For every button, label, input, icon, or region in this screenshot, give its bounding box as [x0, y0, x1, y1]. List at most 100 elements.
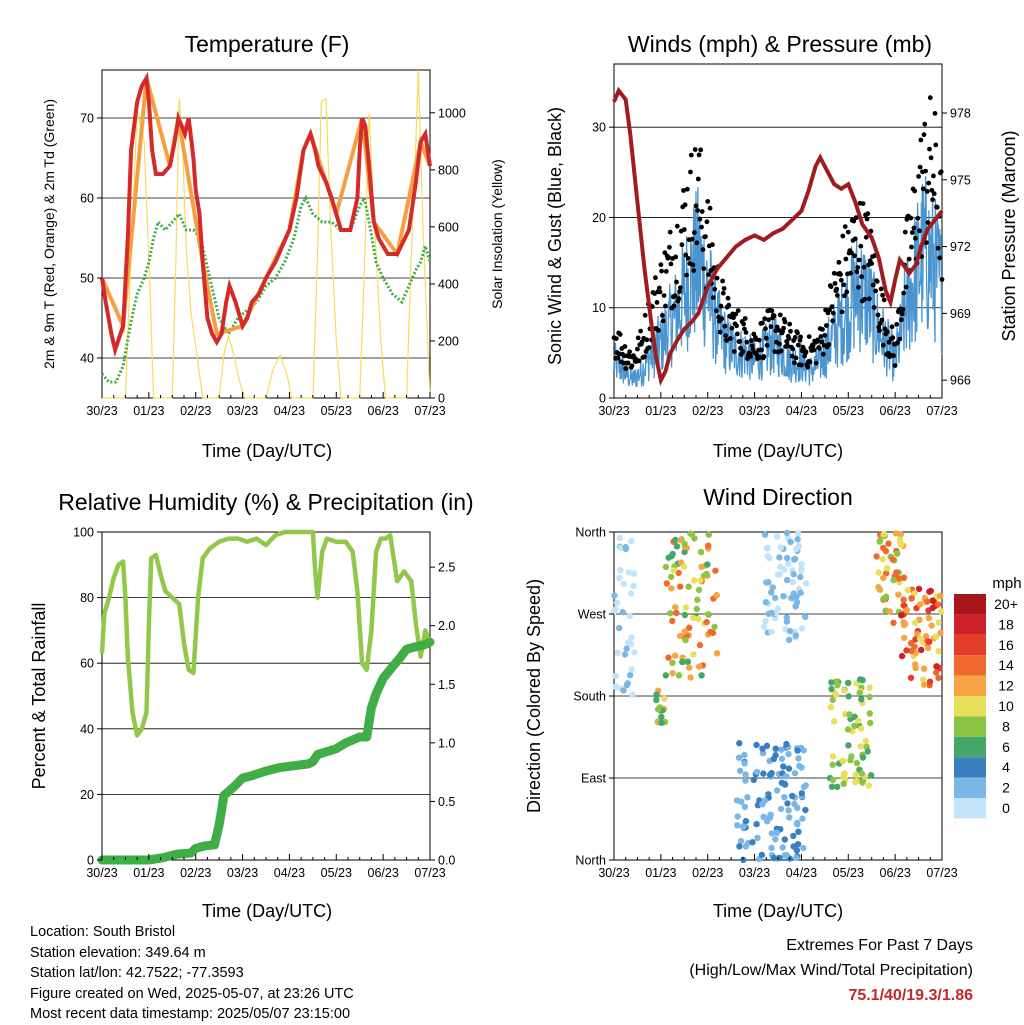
direction-point — [928, 622, 935, 629]
direction-point — [776, 571, 783, 578]
winds-series — [611, 86, 945, 387]
gust-point — [911, 225, 917, 231]
direction-point — [791, 770, 799, 777]
direction-point — [705, 542, 712, 549]
gust-point — [699, 224, 704, 230]
gust-point — [718, 303, 724, 309]
direction-point — [783, 773, 790, 780]
gust-point — [731, 315, 736, 321]
direction-point — [768, 769, 775, 777]
direction-point — [686, 664, 693, 671]
direction-point — [783, 554, 791, 562]
gust-point — [817, 345, 822, 351]
gust-point — [642, 354, 647, 360]
y-tick-label: 60 — [80, 192, 94, 206]
direction-point — [773, 533, 781, 540]
gust-point — [703, 234, 708, 240]
direction-point — [682, 636, 689, 644]
gust-point — [635, 346, 640, 352]
x-tick-label: 02/23 — [180, 404, 211, 418]
extremes-subheading: (High/Low/Max Wind/Total Precipitation) — [689, 962, 973, 979]
gust-point — [743, 330, 749, 335]
gust-point — [741, 321, 746, 327]
gust-point — [719, 316, 725, 322]
dewpoint-line — [100, 193, 432, 384]
direction-point — [764, 552, 771, 560]
direction-point — [925, 614, 932, 622]
x-tick-label: 06/23 — [368, 404, 399, 418]
winds-ylabel-left: Sonic Wind & Gust (Blue, Black) — [545, 107, 565, 365]
gust-point — [815, 337, 821, 343]
direction-point — [889, 556, 896, 563]
gust-point — [856, 284, 861, 290]
gust-point — [712, 286, 718, 292]
gust-point — [726, 302, 732, 308]
direction-point — [713, 591, 720, 599]
direction-point — [783, 576, 791, 584]
direction-point — [839, 757, 846, 765]
direction-point — [916, 635, 924, 642]
gust-point — [838, 272, 843, 277]
direction-point — [785, 807, 792, 814]
direction-point — [866, 684, 873, 691]
direction-point — [929, 597, 936, 604]
direction-point — [828, 685, 835, 693]
direction-point — [932, 669, 940, 676]
winds-panel: Winds (mph) & Pressure (mb) 0 10 20 30 966 96… — [545, 31, 1019, 461]
direction-point — [894, 550, 901, 557]
direction-point — [779, 844, 786, 851]
gust-point — [733, 311, 739, 317]
direction-point — [932, 633, 940, 640]
direction-point — [890, 576, 897, 584]
station-latlon: Station lat/lon: 42.7522; -77.3593 — [30, 965, 244, 981]
direction-point — [670, 567, 677, 574]
gust-point — [663, 303, 668, 309]
direction-point — [859, 779, 866, 786]
direction-point — [653, 691, 660, 698]
gust-point — [807, 359, 813, 365]
direction-point — [903, 647, 910, 654]
direction-point — [759, 745, 766, 752]
direction-point — [793, 847, 801, 854]
gust-point — [921, 132, 927, 138]
direction-point — [798, 560, 805, 568]
direction-point — [617, 566, 624, 574]
gust-point — [714, 275, 720, 281]
gust-point — [928, 155, 934, 161]
gust-point — [843, 256, 849, 262]
direction-point — [790, 571, 797, 578]
gust-point — [690, 262, 696, 268]
gust-point — [900, 307, 906, 312]
direction-point — [612, 683, 619, 690]
gust-point — [922, 121, 928, 127]
direction-point — [916, 601, 924, 608]
gust-point — [761, 354, 767, 359]
direction-point — [690, 651, 697, 658]
speed-colorbar: 20+ 18 16 14 12 10 8 6 4 2 0 — [954, 594, 1018, 819]
gust-point — [764, 342, 770, 348]
gust-point — [656, 285, 662, 291]
direction-point — [919, 676, 927, 683]
direction-point — [937, 592, 944, 599]
y2-tick-label: 0.5 — [438, 795, 455, 809]
direction-point — [873, 553, 880, 560]
direction-point — [628, 537, 635, 545]
colorbar-swatch — [954, 614, 986, 635]
direction-point — [791, 555, 799, 563]
direction-point — [682, 604, 690, 611]
direction-point — [669, 659, 676, 666]
colorbar-label: 16 — [998, 637, 1014, 653]
gust-point — [927, 95, 933, 101]
temperature-ylabel-left: 2m & 9m T (Red, Orange) & 2m Td (Green) — [41, 99, 57, 369]
gust-point — [735, 331, 740, 337]
gust-point — [891, 353, 896, 359]
direction-point — [852, 771, 859, 778]
gust-point — [695, 176, 701, 182]
direction-point — [676, 632, 684, 640]
direction-point — [879, 556, 886, 563]
gust-point — [627, 349, 632, 355]
gust-point — [836, 259, 842, 265]
direction-point — [736, 767, 744, 774]
direction-point — [829, 776, 837, 784]
direction-point — [783, 618, 791, 625]
